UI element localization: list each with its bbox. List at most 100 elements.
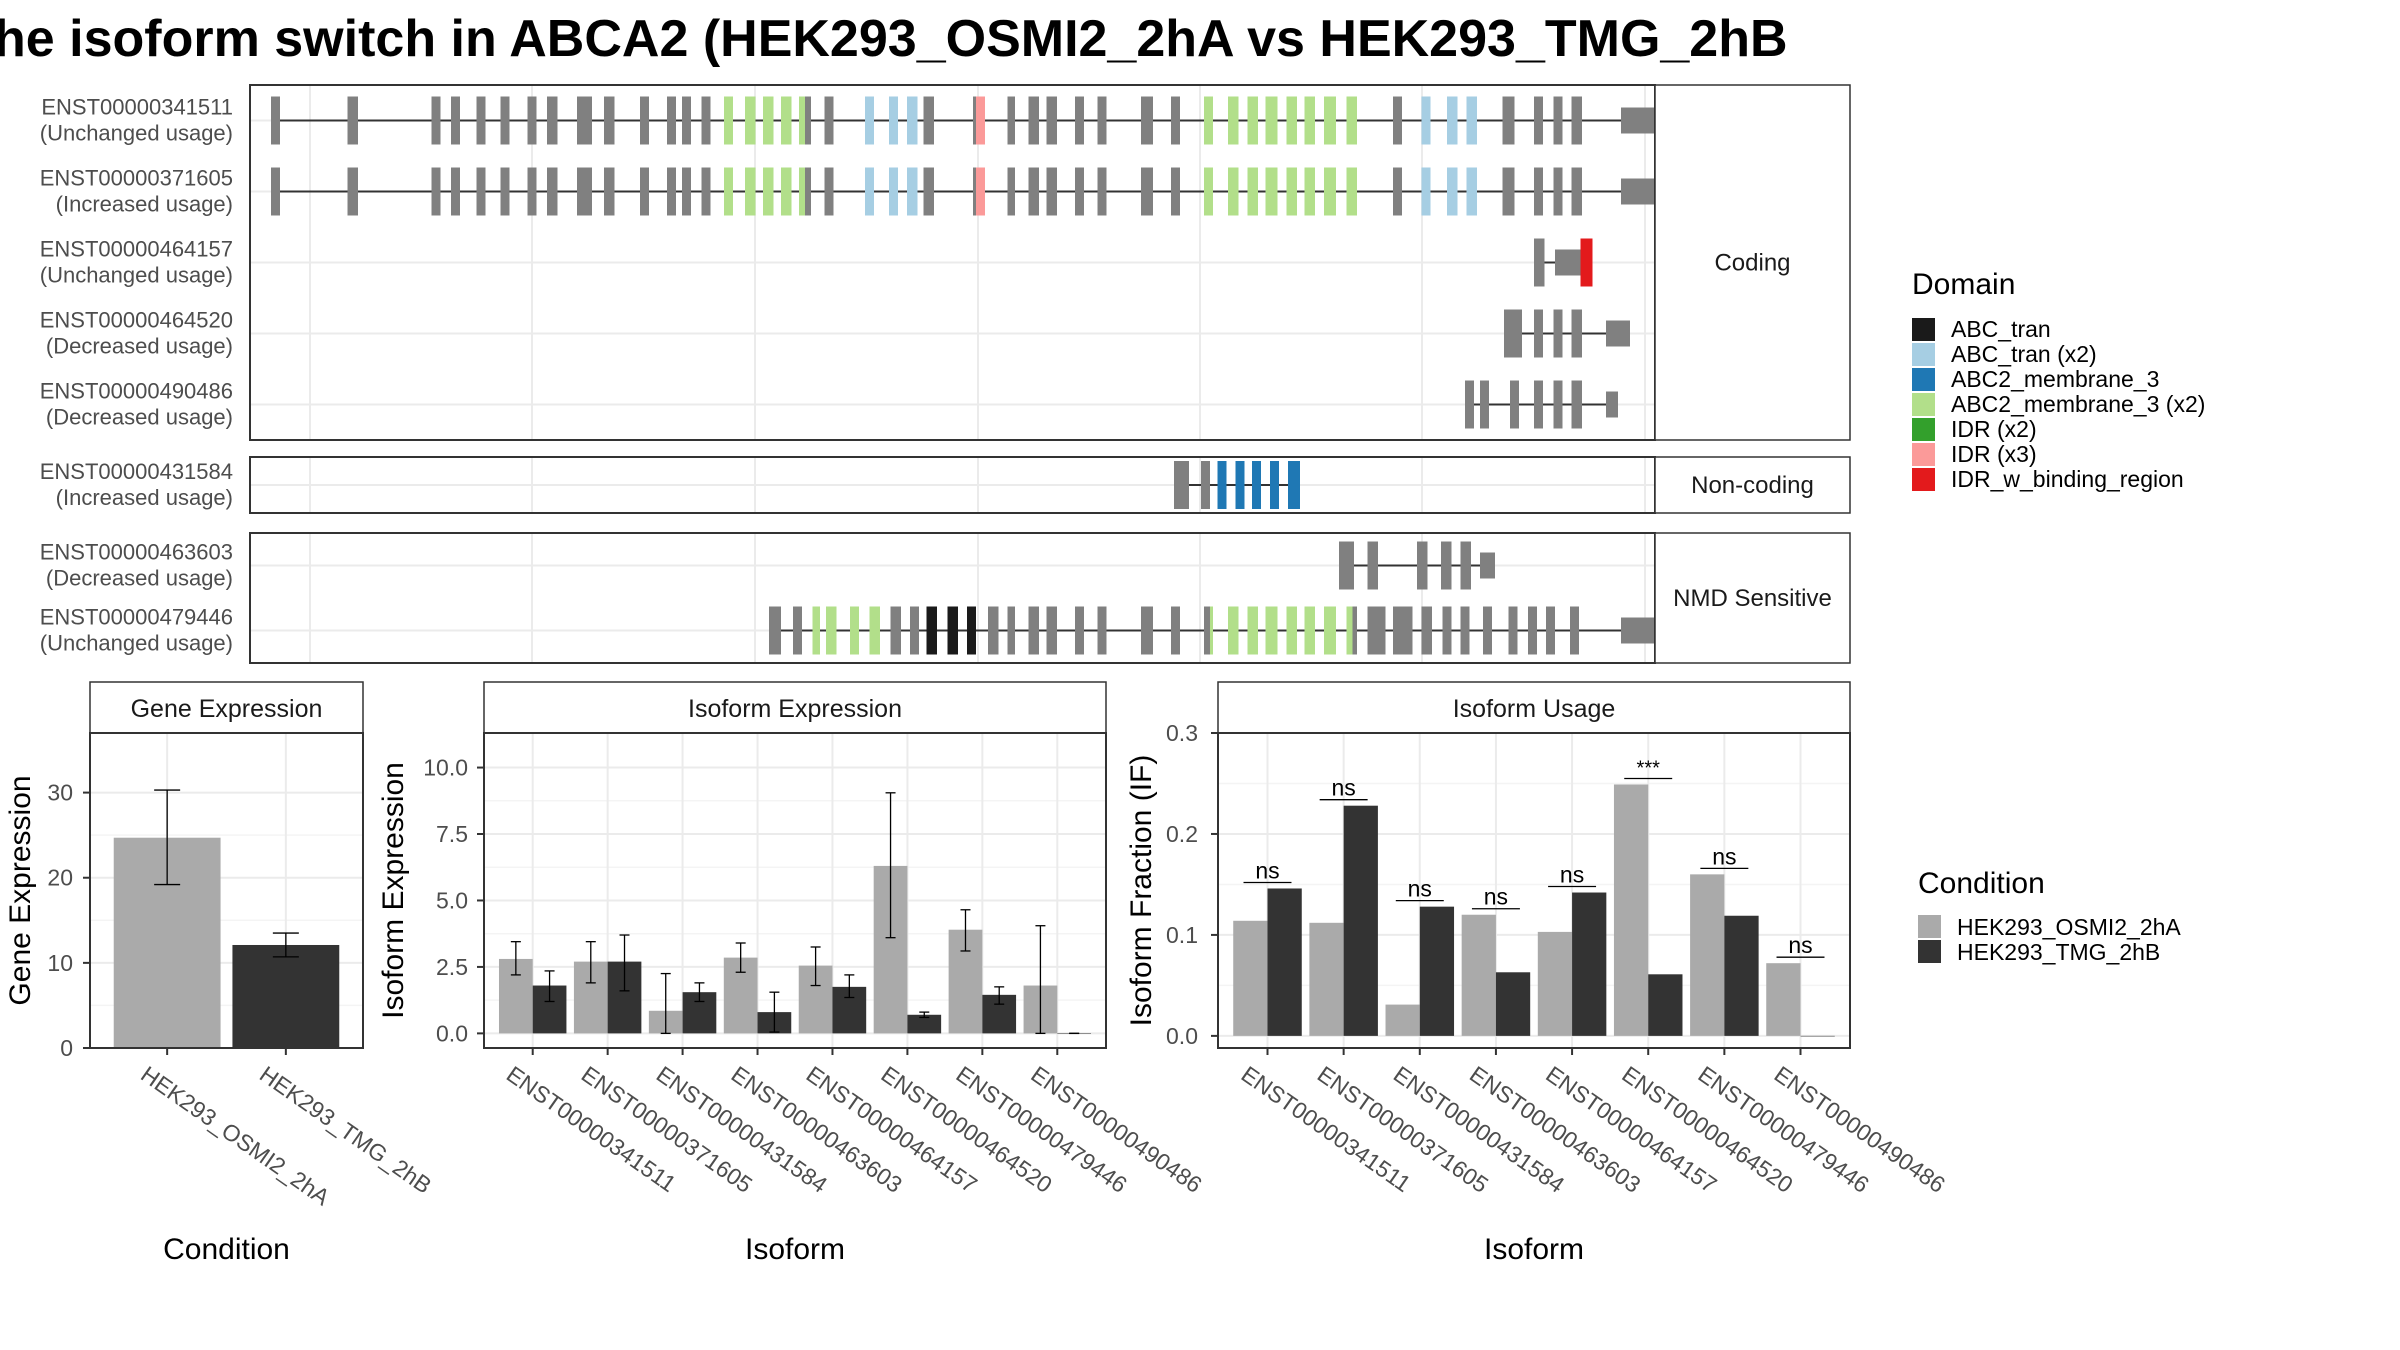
bar <box>1572 892 1607 1036</box>
domain-segment <box>1304 606 1315 655</box>
legend-label: IDR (x2) <box>1951 416 2037 442</box>
bar <box>1343 805 1378 1036</box>
y-tick-label: 0.0 <box>436 1020 468 1046</box>
exon <box>451 167 460 216</box>
exon <box>431 96 441 145</box>
legend-swatch <box>1912 318 1935 341</box>
bar <box>1537 931 1573 1036</box>
exon <box>1141 96 1153 145</box>
legend-label: IDR_w_binding_region <box>1951 466 2184 492</box>
panel-border <box>1217 732 1851 1049</box>
bar <box>232 944 340 1048</box>
exon <box>1534 96 1543 145</box>
bar <box>1724 915 1759 1036</box>
legend-label: ABC2_membrane_3 (x2) <box>1951 391 2205 417</box>
exon <box>1570 606 1579 655</box>
exon <box>527 96 537 145</box>
legend-swatch <box>1912 418 1935 441</box>
bar <box>907 1014 942 1034</box>
domain-segment <box>812 606 820 655</box>
significance-label: ns <box>1331 775 1355 801</box>
domain-segment <box>1324 96 1336 145</box>
domain-segment <box>1247 96 1258 145</box>
structure-group-nmd-sensitive: ENST00000463603(Decreased usage) ENST0000… <box>40 532 1851 664</box>
y-tick-label: 30 <box>47 780 73 806</box>
domain-segment <box>1228 606 1239 655</box>
exon <box>1606 391 1618 418</box>
exon <box>1028 167 1039 216</box>
domain-segment <box>1286 96 1297 145</box>
domain-segment <box>1324 606 1336 655</box>
exon <box>1204 606 1213 655</box>
isoform-id-label: ENST00000463603 <box>40 540 233 565</box>
bar <box>1800 1035 1835 1037</box>
bar <box>1613 784 1649 1036</box>
exon <box>431 167 441 216</box>
significance-label: ns <box>1788 932 1812 958</box>
exon <box>1046 96 1057 145</box>
domain-segment <box>1217 461 1227 509</box>
domain-segment <box>799 167 805 216</box>
isoform-usage-label: (Decreased usage) <box>46 405 233 430</box>
bar <box>1309 922 1344 1036</box>
domain-segment <box>1324 167 1336 216</box>
legend-label: IDR (x3) <box>1951 441 2037 467</box>
domain-segment <box>926 606 937 655</box>
exon <box>1534 380 1543 429</box>
domain-segment <box>1270 461 1279 509</box>
domain-segment <box>1346 96 1357 145</box>
exon <box>1553 380 1563 429</box>
domain-segment <box>1204 96 1213 145</box>
exon <box>1028 96 1039 145</box>
bar-chart-panels: Gene Expression0102030HEK293_OSMI2_2hAHE… <box>4 681 1950 1266</box>
exon <box>824 167 834 216</box>
structure-group-coding: ENST00000341511(Unchanged usage)ENST0000… <box>40 84 1851 441</box>
exon <box>1201 461 1210 509</box>
domain-segment <box>1235 461 1245 509</box>
x-axis-label: Isoform <box>1484 1233 1584 1266</box>
exon <box>1075 606 1084 655</box>
legend-swatch <box>1918 940 1941 963</box>
isoform-track <box>769 606 1675 655</box>
exon <box>640 96 649 145</box>
exon <box>1141 167 1153 216</box>
y-tick-label: 0.3 <box>1166 720 1198 746</box>
exon <box>1571 309 1582 358</box>
exon <box>890 606 901 655</box>
domain-segment <box>799 96 805 145</box>
domain-segment <box>976 96 985 145</box>
bar <box>1233 920 1268 1036</box>
exon <box>1546 606 1555 655</box>
y-tick-label: 10 <box>47 950 73 976</box>
bar <box>1385 1004 1420 1036</box>
isoform-id-label: ENST00000371605 <box>40 166 233 191</box>
exon <box>547 96 558 145</box>
exon <box>923 96 934 145</box>
exon <box>500 167 510 216</box>
domain-segment <box>1346 167 1357 216</box>
exon <box>1510 380 1519 429</box>
exon <box>1508 606 1518 655</box>
exon <box>527 167 537 216</box>
exon <box>1534 309 1543 358</box>
x-tick-label: HEK293_OSMI2_2hA <box>136 1061 335 1211</box>
isoform-usage-label: (Unchanged usage) <box>40 263 233 288</box>
exon <box>1097 606 1107 655</box>
legend-label: HEK293_OSMI2_2hA <box>1957 914 2181 940</box>
exon <box>793 606 802 655</box>
exon <box>1171 606 1180 655</box>
exon <box>1339 541 1354 590</box>
exon <box>1393 96 1402 145</box>
strip <box>1654 532 1851 664</box>
group-strip-label: NMD Sensitive <box>1673 585 1832 612</box>
exon <box>1460 541 1471 590</box>
bar <box>1419 906 1455 1036</box>
bar <box>1495 972 1531 1036</box>
domain-segment <box>947 606 958 655</box>
domain-segment <box>907 96 918 145</box>
exon <box>1007 606 1015 655</box>
legend-swatch <box>1912 368 1935 391</box>
isoform-usage-label: (Increased usage) <box>56 192 233 217</box>
